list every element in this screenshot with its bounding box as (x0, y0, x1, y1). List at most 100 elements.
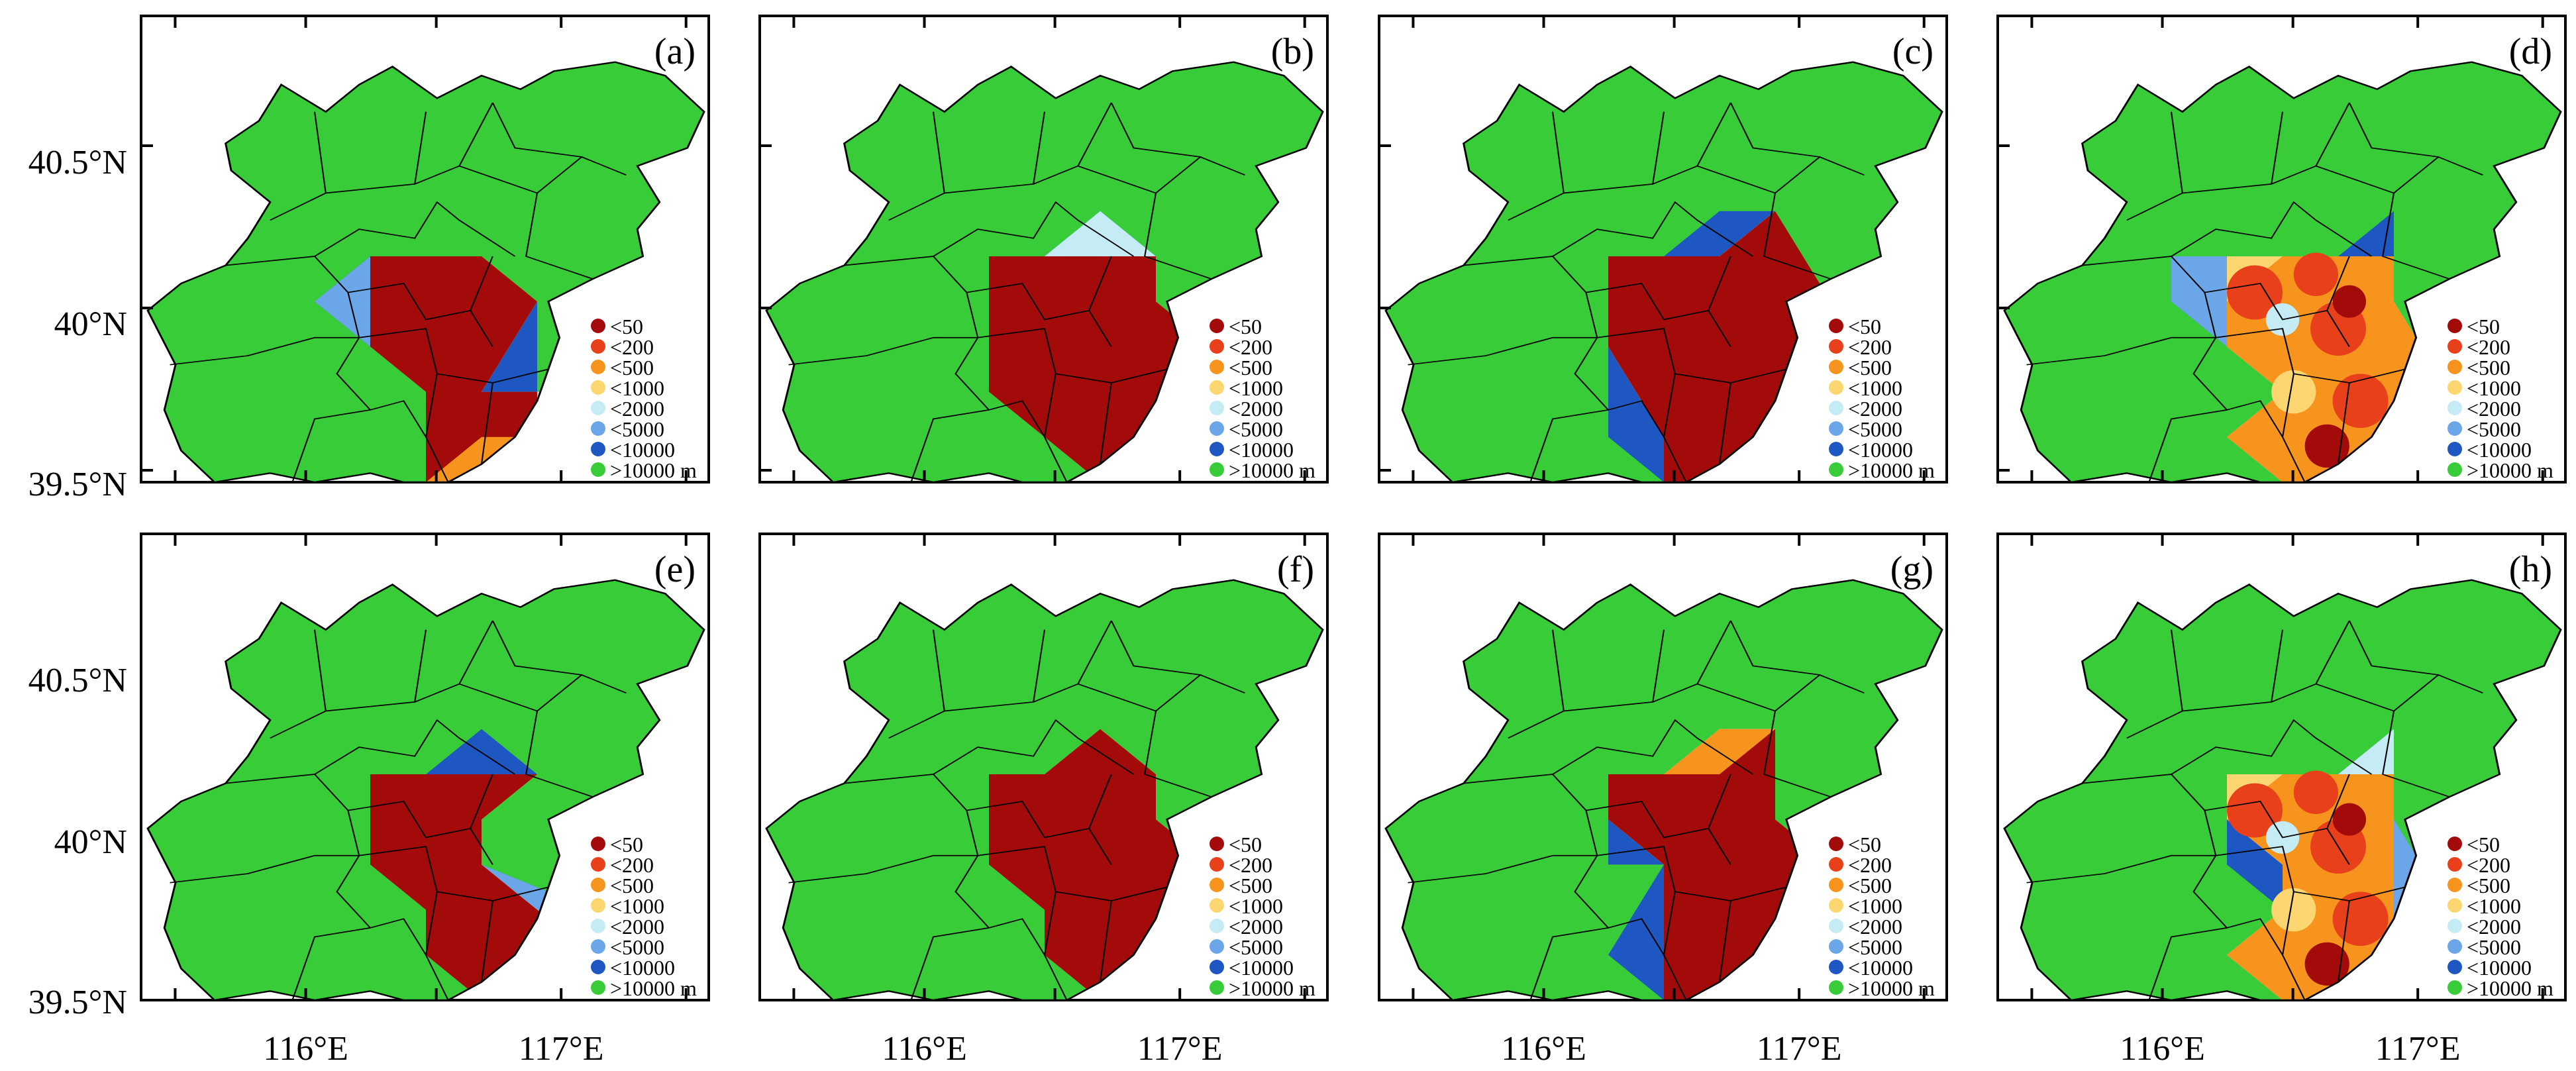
zone-patch (2332, 374, 2389, 429)
legend-swatch (1210, 319, 1224, 333)
zone-patch (2293, 770, 2338, 815)
legend-label: <200 (2467, 335, 2510, 359)
legend-label: <10000 (2467, 438, 2532, 462)
legend-label: <200 (610, 335, 654, 359)
legend-label: <10000 (1229, 956, 1294, 980)
zone-patch (2332, 892, 2389, 946)
legend-swatch (2447, 857, 2462, 872)
zone-patch (2271, 370, 2316, 414)
legend-swatch (2447, 980, 2462, 995)
legend-swatch (1210, 401, 1224, 415)
legend-label: <2000 (2467, 397, 2521, 421)
legend-label: <200 (1848, 853, 1892, 877)
legend-swatch (2447, 939, 2462, 954)
map-panel-c: (c) <50<200<500<1000<2000<5000<10000>1000… (1379, 16, 1947, 482)
legend-label: <200 (1229, 853, 1272, 877)
legend-swatch (591, 878, 605, 892)
zone-patch (2227, 265, 2283, 320)
legend-swatch (1210, 380, 1224, 395)
legend-swatch (2447, 401, 2462, 415)
legend-label: <2000 (1848, 915, 1902, 939)
legend-label: <5000 (1229, 935, 1283, 959)
legend-swatch (591, 939, 605, 954)
map-panel-f: (f)<50<200<500<1000<2000<5000<10000>1000… (760, 144, 1327, 1000)
legend-swatch (1829, 401, 1843, 415)
legend-swatch (1210, 339, 1224, 354)
lon-label: 116°E (882, 1030, 967, 1068)
legend-label: <200 (2467, 853, 2510, 877)
legend-label: <200 (1848, 335, 1892, 359)
lon-label: 116°E (2120, 1030, 2205, 1068)
legend-label: >10000 m (1848, 976, 1935, 1000)
zone-patch (2271, 888, 2316, 932)
legend-swatch (1829, 919, 1843, 933)
legend-swatch (591, 401, 605, 415)
map-panel-a: (a) <50<200<500<1000<2000<5000<10000>1000… (141, 16, 709, 482)
map-panel-g: (g)<50<200<500<1000<2000<5000<10000>1000… (1379, 144, 1947, 1000)
legend-swatch (1210, 421, 1224, 436)
legend-swatch (2447, 421, 2462, 436)
legend-label: <5000 (2467, 417, 2521, 441)
lat-label: 40.5°N (28, 144, 127, 181)
legend-swatch (2447, 339, 2462, 354)
legend-label: <10000 (610, 956, 675, 980)
legend-label: <500 (1229, 356, 1272, 380)
panel-label: (h) (2509, 549, 2552, 590)
lon-label: 117°E (1757, 1030, 1842, 1068)
legend-label: <10000 (1848, 956, 1913, 980)
zone-patch (2227, 783, 2283, 838)
legend-label: >10000 m (1229, 976, 1315, 1000)
lon-label: 116°E (263, 1030, 348, 1068)
legend-label: <10000 (1848, 438, 1913, 462)
legend-swatch (2447, 960, 2462, 974)
legend-swatch (1210, 857, 1224, 872)
legend-swatch (591, 898, 605, 913)
legend-label: >10000 m (1229, 458, 1315, 482)
legend-label: <500 (2467, 356, 2510, 380)
legend-label: <50 (1229, 833, 1262, 856)
panel-label: (d) (2509, 31, 2552, 72)
legend-label: <5000 (1848, 935, 1902, 959)
legend-swatch (1829, 837, 1843, 851)
legend-label: <5000 (1848, 417, 1902, 441)
legend-swatch (2447, 462, 2462, 477)
legend-label: >10000 m (610, 976, 697, 1000)
legend-label: <50 (2467, 315, 2500, 338)
legend-swatch (1829, 319, 1843, 333)
panel-label: (a) (654, 31, 696, 72)
legend-swatch (1210, 837, 1224, 851)
legend-label: <50 (610, 833, 643, 856)
legend-swatch (2447, 380, 2462, 395)
legend-swatch (591, 380, 605, 395)
legend-swatch (591, 462, 605, 477)
legend-label: <500 (610, 356, 654, 380)
lat-label: 40°N (54, 305, 127, 343)
zone-patch (2293, 252, 2338, 297)
legend-swatch (1829, 878, 1843, 892)
legend-swatch (1210, 878, 1224, 892)
legend-swatch (1829, 980, 1843, 995)
legend-swatch (1829, 442, 1843, 456)
legend-label: >10000 m (1848, 458, 1935, 482)
legend-label: <50 (1229, 315, 1262, 338)
legend-swatch (591, 319, 605, 333)
legend-label: <500 (610, 874, 654, 897)
zone-patch (2304, 424, 2349, 468)
legend-label: <1000 (610, 376, 664, 400)
map-panel-h: (h)<50<200<500<1000<2000<5000<10000>1000… (1998, 144, 2565, 1000)
legend-label: <5000 (2467, 935, 2521, 959)
legend-swatch (591, 339, 605, 354)
legend-swatch (1210, 919, 1224, 933)
map-panel-b: (b) <50<200<500<1000<2000<5000<10000>1000… (760, 16, 1327, 482)
lon-label: 117°E (1137, 1030, 1223, 1068)
lon-label: 117°E (2375, 1030, 2461, 1068)
legend-label: <1000 (610, 894, 664, 918)
legend-label: >10000 m (2467, 458, 2553, 482)
legend-label: <1000 (1848, 894, 1902, 918)
panel-label: (c) (1892, 31, 1933, 72)
legend-swatch (1829, 960, 1843, 974)
legend-swatch (591, 421, 605, 436)
legend-label: <500 (1848, 356, 1892, 380)
legend-swatch (2447, 319, 2462, 333)
legend-label: <1000 (2467, 376, 2521, 400)
